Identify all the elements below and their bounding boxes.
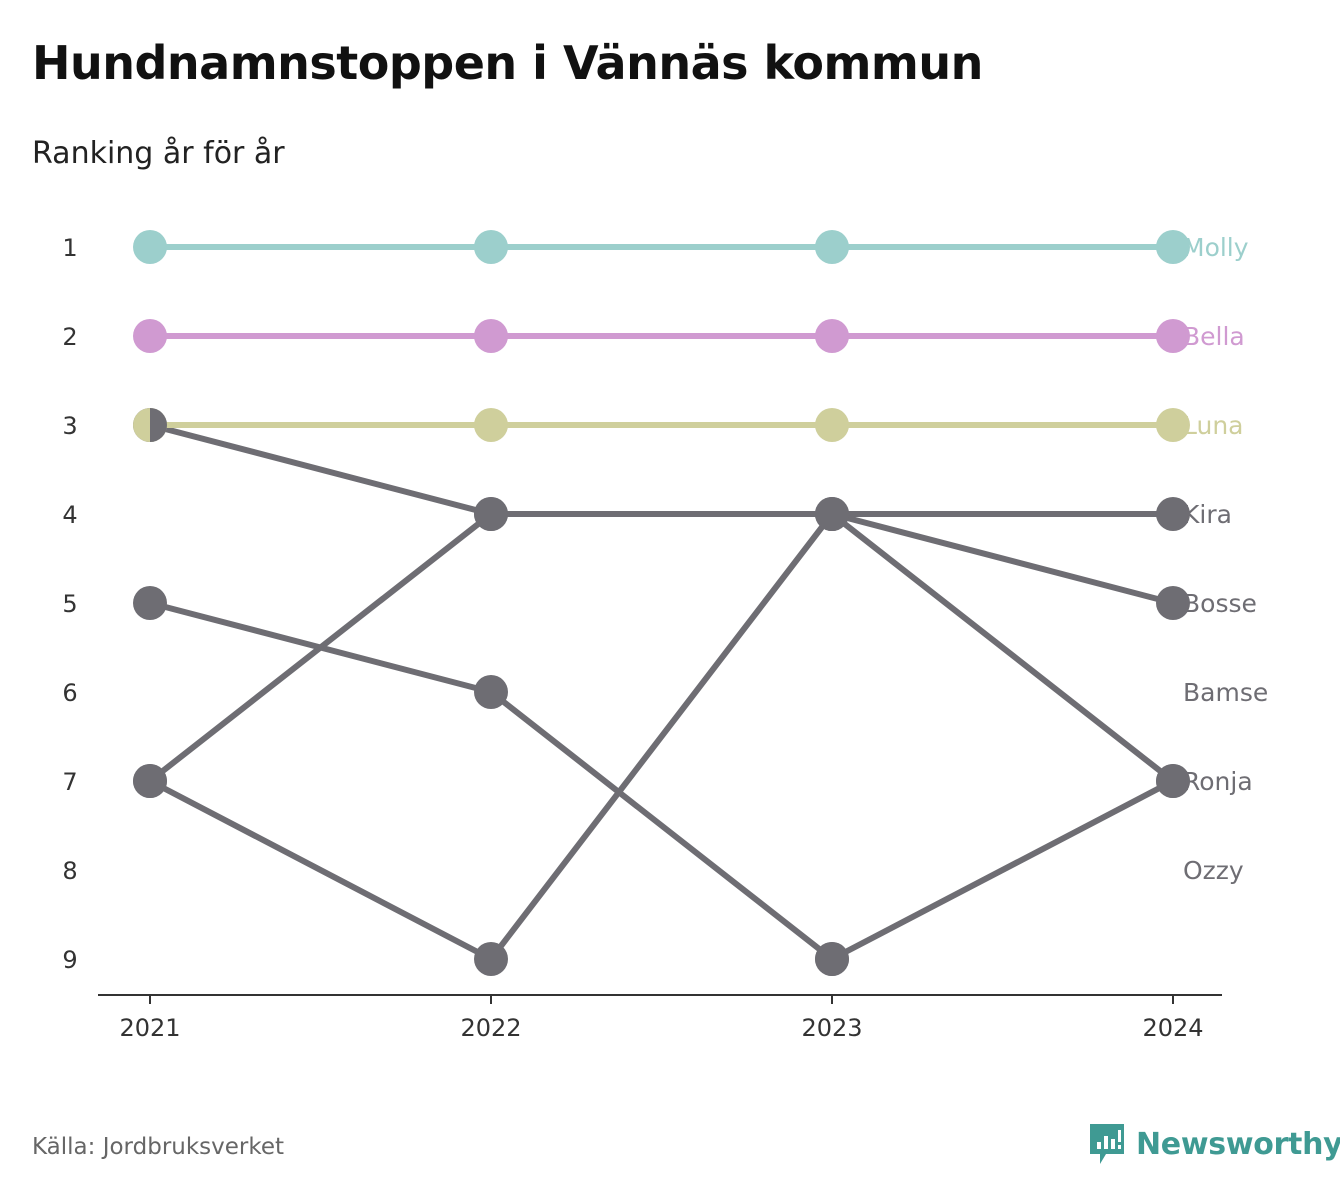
data-point-kira-split (150, 408, 167, 442)
end-label-luna: Luna (1183, 411, 1244, 440)
x-tick-label: 2023 (801, 1014, 862, 1042)
y-tick-label: 2 (62, 323, 77, 351)
data-point-bella (133, 319, 167, 353)
y-tick-label: 8 (62, 857, 77, 885)
end-label-bosse: Bosse (1183, 589, 1257, 618)
end-label-ronja: Ronja (1183, 767, 1253, 796)
y-tick-label: 1 (62, 234, 77, 262)
series-line-ozzy (830, 778, 1175, 962)
x-tick-label: 2024 (1142, 1014, 1203, 1042)
rank-chart: 1 2 3 4 5 6 7 8 9 2021 2022 2023 2024 Molly Bella Luna K… (62, 230, 1268, 1042)
logo-text: Newsworthy (1136, 1126, 1340, 1162)
end-label-kira: Kira (1183, 500, 1232, 529)
y-tick-label: 5 (62, 590, 77, 618)
end-label-bamse: Bamse (1183, 678, 1268, 707)
data-point-luna (1156, 408, 1190, 442)
data-point-bella (815, 319, 849, 353)
data-point-ronja (815, 497, 849, 531)
data-point-bosse (474, 497, 508, 531)
series-line-bamse (149, 600, 834, 962)
data-point-bella (1156, 319, 1190, 353)
chart-subtitle: Ranking år för år (32, 136, 285, 171)
end-label-bella: Bella (1183, 322, 1245, 351)
data-point-bella (474, 319, 508, 353)
y-tick-label: 6 (62, 679, 77, 707)
series-line-ronja (148, 511, 1175, 962)
data-point-ronja (474, 942, 508, 976)
data-point-molly (1156, 230, 1190, 264)
source-note: Källa: Jordbruksverket (32, 1134, 285, 1160)
data-point-ozzy (815, 942, 849, 976)
data-point-bamse (474, 675, 508, 709)
data-point-bosse (1156, 586, 1190, 620)
newsworthy-logo: Newsworthy (1088, 1122, 1340, 1166)
y-tick-label: 9 (62, 946, 77, 974)
data-point-molly (815, 230, 849, 264)
y-tick-label: 4 (62, 501, 77, 529)
chart-title: Hundnamnstoppen i Vännäs kommun (32, 36, 983, 90)
end-label-molly: Molly (1183, 233, 1249, 262)
data-point-kira (1156, 497, 1190, 531)
data-point-molly (474, 230, 508, 264)
end-label-ozzy: Ozzy (1183, 856, 1244, 885)
y-tick-label: 3 (62, 412, 77, 440)
data-point-molly (133, 230, 167, 264)
y-tick-label: 7 (62, 768, 77, 796)
x-tick-label: 2022 (460, 1014, 521, 1042)
bar-chart-speech-icon (1090, 1124, 1124, 1164)
data-point-luna (474, 408, 508, 442)
data-point-ronja (133, 764, 167, 798)
data-point-bamse (133, 586, 167, 620)
x-tick-label: 2021 (119, 1014, 180, 1042)
data-point-ozzy (1156, 764, 1190, 798)
data-point-luna (815, 408, 849, 442)
series-line-kira (149, 422, 1173, 517)
